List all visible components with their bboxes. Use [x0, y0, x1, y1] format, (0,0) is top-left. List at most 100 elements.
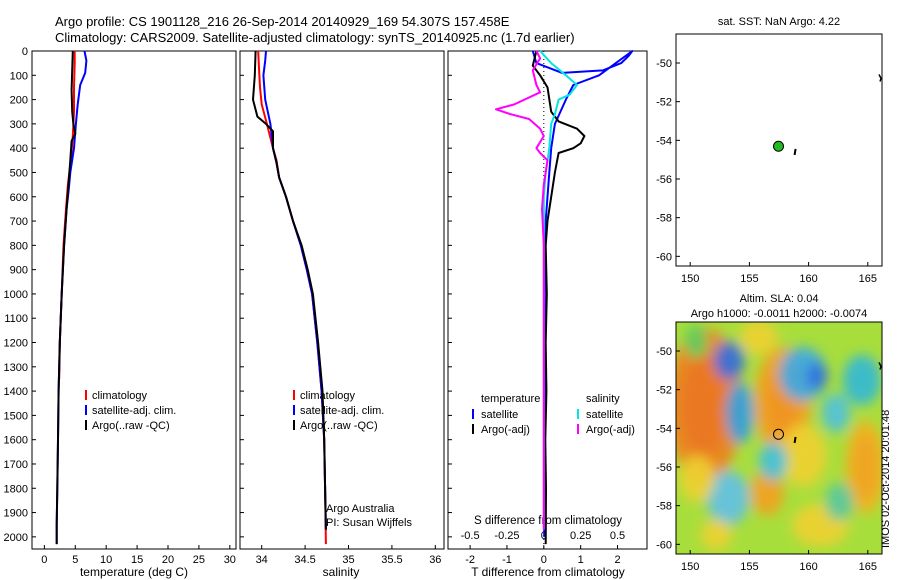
sla_map-y-tick-label: -54	[656, 423, 672, 435]
pi-annotation: PI: Susan Wijffels	[326, 517, 412, 529]
sst_map-y-tick-label: -50	[656, 58, 672, 70]
depth-tick-label: 1600	[4, 435, 28, 447]
temp-x-tick-label: 20	[162, 554, 174, 566]
sla_map-y-tick-label: -52	[656, 385, 672, 397]
sla-heatmap-blob	[684, 323, 708, 359]
sal-x-tick-label: 35.5	[381, 554, 402, 566]
diff-x-tick-label-top: -0.25	[494, 530, 519, 542]
sla-heatmap-blob	[725, 381, 755, 444]
temp-legend-label: climatology	[92, 390, 148, 402]
sla-heatmap-blob	[739, 322, 778, 355]
diff-x-tick-label-top: -0.5	[461, 530, 480, 542]
diff-legend-title: temperature	[481, 393, 540, 405]
sla-map-title: Altim. SLA: 0.04	[740, 293, 819, 305]
sla_map-y-tick-label: -50	[656, 346, 672, 358]
diff-x-tick-label-top: 0.25	[570, 530, 591, 542]
sla-heatmap-blob	[758, 441, 788, 481]
sla-heatmap-blob	[845, 420, 882, 514]
sst_map-x-tick-label: 160	[799, 273, 817, 285]
sal-xlabel: salinity	[323, 565, 360, 579]
sal-x-tick-label: 36	[429, 554, 441, 566]
depth-tick-label: 1900	[4, 508, 28, 520]
diff-legend-label: satellite	[586, 409, 623, 421]
header-title-line1: Argo profile: CS 1901128_216 26-Sep-2014…	[55, 14, 510, 29]
sla-heatmap-blobs	[676, 322, 882, 551]
depth-tick-label: 2000	[4, 532, 28, 544]
depth-tick-label: 800	[10, 240, 28, 252]
depth-tick-label: 400	[10, 143, 28, 155]
sla_map-track	[793, 436, 797, 444]
temp-x-tick-label: 15	[131, 554, 143, 566]
diff-legend-label: Argo(-adj)	[586, 424, 635, 436]
sla-heatmap-blob	[713, 341, 745, 380]
diff-series-line	[531, 50, 634, 537]
sla_map-y-tick-label: -56	[656, 462, 672, 474]
sst_map-frame	[675, 33, 883, 267]
sst_map-x-tick-label: 155	[740, 273, 758, 285]
sst_map-y-tick-label: -58	[656, 213, 672, 225]
depth-tick-label: 1700	[4, 459, 28, 471]
depth-tick-label: 600	[10, 192, 28, 204]
sal-legend-label: climatology	[300, 390, 356, 402]
sst_map-track	[793, 148, 797, 156]
diff-plot-frame	[447, 50, 648, 550]
sla-heatmap-blob	[842, 354, 881, 406]
depth-tick-label: 1400	[4, 386, 28, 398]
temp-x-tick-label: 5	[72, 554, 78, 566]
diff-legend-label: Argo(-adj)	[481, 424, 530, 436]
sla_map-frame	[675, 321, 883, 555]
sla_map-argo-position-marker	[773, 428, 785, 440]
sal-series-line	[262, 50, 327, 530]
sal-series-line	[252, 50, 327, 530]
sst_map-y-tick-label: -52	[656, 97, 672, 109]
depth-tick-label: 1100	[4, 313, 28, 325]
depth-tick-label: 700	[10, 216, 28, 228]
diff-legend-title: salinity	[586, 393, 620, 405]
temp-x-tick-label: 10	[100, 554, 112, 566]
temp-x-tick-label: 0	[41, 554, 47, 566]
diff-legend-label: satellite	[481, 409, 518, 421]
diff-x-tick-label: 1	[578, 554, 584, 566]
sst_map-y-tick-label: -60	[656, 251, 672, 263]
argo-australia-annotation: Argo Australia	[326, 503, 395, 515]
depth-tick-label: 1800	[4, 483, 28, 495]
sla-heatmap-layer	[676, 322, 882, 551]
header-title-line2: Climatology: CARS2009. Satellite-adjuste…	[55, 30, 575, 45]
sla_map-y-tick-label: -60	[656, 539, 672, 551]
temp-legend-label: satellite-adj. clim.	[92, 405, 176, 417]
sla-heatmap-blob	[679, 455, 716, 502]
diff-xlabel: T difference from climatology	[471, 565, 625, 579]
sal-x-tick-label: 34	[256, 554, 268, 566]
depth-tick-label: 1500	[4, 410, 28, 422]
sst_map-x-tick-label: 150	[681, 273, 699, 285]
diff-series-line	[494, 50, 549, 530]
depth-tick-label: 300	[10, 119, 28, 131]
diff-series-line	[531, 50, 586, 545]
sla-map-subtitle: Argo h1000: -0.0011 h2000: -0.0074	[691, 308, 868, 320]
sla-heatmap-blob	[706, 470, 750, 525]
sla_map-x-tick-label: 160	[799, 561, 817, 573]
temp-xlabel: temperature (deg C)	[80, 565, 188, 579]
sla_map-y-tick-label: -58	[656, 501, 672, 513]
temp-x-tick-label: 30	[224, 554, 236, 566]
depth-tick-label: 0	[22, 46, 28, 58]
diff-x-tick-label: 2	[614, 554, 620, 566]
sst_map-y-tick-label: -54	[656, 135, 672, 147]
temp-plot-frame	[31, 50, 237, 550]
sal-plot-frame	[239, 50, 445, 550]
sal-x-tick-label: 35	[342, 554, 354, 566]
sla-heatmap-blob	[825, 482, 854, 522]
sla-heatmap-blob	[821, 393, 851, 433]
sal-x-tick-label: 34.5	[294, 554, 315, 566]
depth-tick-label: 900	[10, 265, 28, 277]
sst-map-title: sat. SST: NaN Argo: 4.22	[718, 16, 840, 28]
sla_map-x-tick-label: 155	[740, 561, 758, 573]
depth-tick-label: 1200	[4, 338, 28, 350]
sal-legend-label: Argo(..raw -QC)	[300, 420, 378, 432]
temp-legend-label: Argo(..raw -QC)	[92, 420, 170, 432]
sla-heatmap-blob	[750, 468, 784, 516]
temp-series-line	[55, 50, 77, 545]
diff-xlabel-top: S difference from climatology	[474, 515, 622, 527]
sla_map-x-tick-label: 150	[681, 561, 699, 573]
